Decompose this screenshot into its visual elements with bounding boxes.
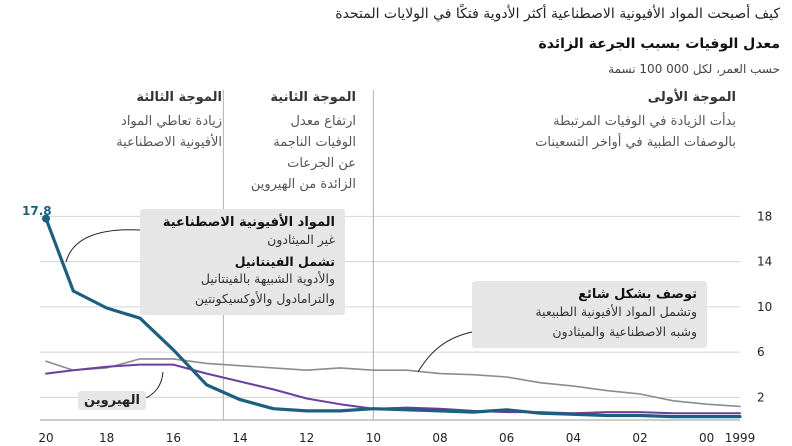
- synthetic-annotation-line3: والترامادول والأوكسيكونتين: [194, 291, 335, 306]
- x-tick-2018: 18: [99, 431, 114, 445]
- chart-subtitle: حسب العمر، لكل 000 100 نسمة: [608, 62, 780, 76]
- synthetic-annotation: المواد الأفيونية الاصطناعية غير الميثادو…: [140, 209, 345, 315]
- end-value-label: 17.8: [22, 204, 52, 218]
- x-tick-2014: 14: [232, 431, 247, 445]
- wave-third-title: الموجة الثالثة: [136, 90, 222, 105]
- y-tick-14: 14: [757, 255, 772, 269]
- wave-third-desc-1: زيادة تعاطي المواد: [121, 114, 222, 129]
- wave-third: الموجة الثالثة زيادة تعاطي المواد الأفيو…: [82, 90, 222, 153]
- common-connector: [417, 331, 473, 373]
- x-tick-2002: 02: [632, 431, 647, 445]
- synthetic-connector: [65, 229, 141, 263]
- x-tick-2008: 08: [432, 431, 447, 445]
- wave-first-desc-1: بدأت الزيادة في الوفيات المرتبطة: [553, 114, 736, 129]
- wave-first-title: الموجة الأولى: [647, 90, 736, 105]
- wave-first-desc-2: بالوصفات الطبية في أواخر التسعينات: [535, 135, 736, 150]
- y-tick-18: 18: [757, 209, 772, 223]
- x-tick-2000: 00: [699, 431, 714, 445]
- synthetic-annotation-head: المواد الأفيونية الاصطناعية: [162, 215, 335, 230]
- y-tick-2: 2: [757, 390, 765, 404]
- wave-first: الموجة الأولى بدأت الزيادة في الوفيات ال…: [436, 90, 736, 153]
- common-annotation: توصف بشكل شائع وتشمل المواد الأفيونية ال…: [472, 281, 707, 348]
- wave-second: الموجة الثانية ارتفاع معدل الوفيات الناج…: [226, 90, 356, 195]
- synthetic-annotation-line1: غير الميثادون: [267, 232, 335, 247]
- x-tick-2016: 16: [166, 431, 181, 445]
- x-tick-2010: 10: [366, 431, 381, 445]
- y-tick-6: 6: [757, 345, 765, 359]
- chart-title: معدل الوفيات بسبب الجرعة الزائدة: [538, 36, 780, 52]
- x-tick-1999: 1999: [725, 431, 756, 445]
- end-point-marker: [42, 214, 50, 223]
- synthetic-annotation-line2: والأدوية الشبيهة بالفينتانيل: [200, 271, 335, 286]
- wave-second-title: الموجة الثانية: [270, 90, 356, 105]
- wave-third-desc-2: الأفيونية الاصطناعية: [116, 135, 222, 150]
- x-tick-2004: 04: [566, 431, 581, 445]
- x-tick-2012: 12: [299, 431, 314, 445]
- x-tick-2020: 20: [38, 431, 53, 445]
- headline: كيف أصبحت المواد الأفيونية الاصطناعية أك…: [335, 6, 780, 22]
- x-tick-2006: 06: [499, 431, 514, 445]
- wave-second-desc-4: الزائدة من الهيروين: [250, 177, 356, 192]
- common-annotation-line1: وتشمل المواد الأفيونية الطبيعية: [535, 304, 697, 319]
- synthetic-annotation-subhead: تشمل الفينتانيل: [234, 254, 335, 269]
- common-annotation-head: توصف بشكل شائع: [578, 287, 697, 302]
- series-line-synthetic: [44, 217, 742, 419]
- series-line-heroin: [45, 363, 741, 415]
- heroin-annotation: الهيروين: [78, 391, 146, 410]
- wave-second-desc-3: عن الجرعات: [287, 156, 356, 171]
- wave-second-desc-1: ارتفاع معدل: [290, 114, 356, 129]
- wave-second-desc-2: الوفيات الناجمة: [273, 135, 356, 150]
- series-line-common: [45, 358, 741, 408]
- y-tick-10: 10: [757, 300, 772, 314]
- common-annotation-line2: وشبه الاصطناعية والميثادون: [552, 324, 697, 339]
